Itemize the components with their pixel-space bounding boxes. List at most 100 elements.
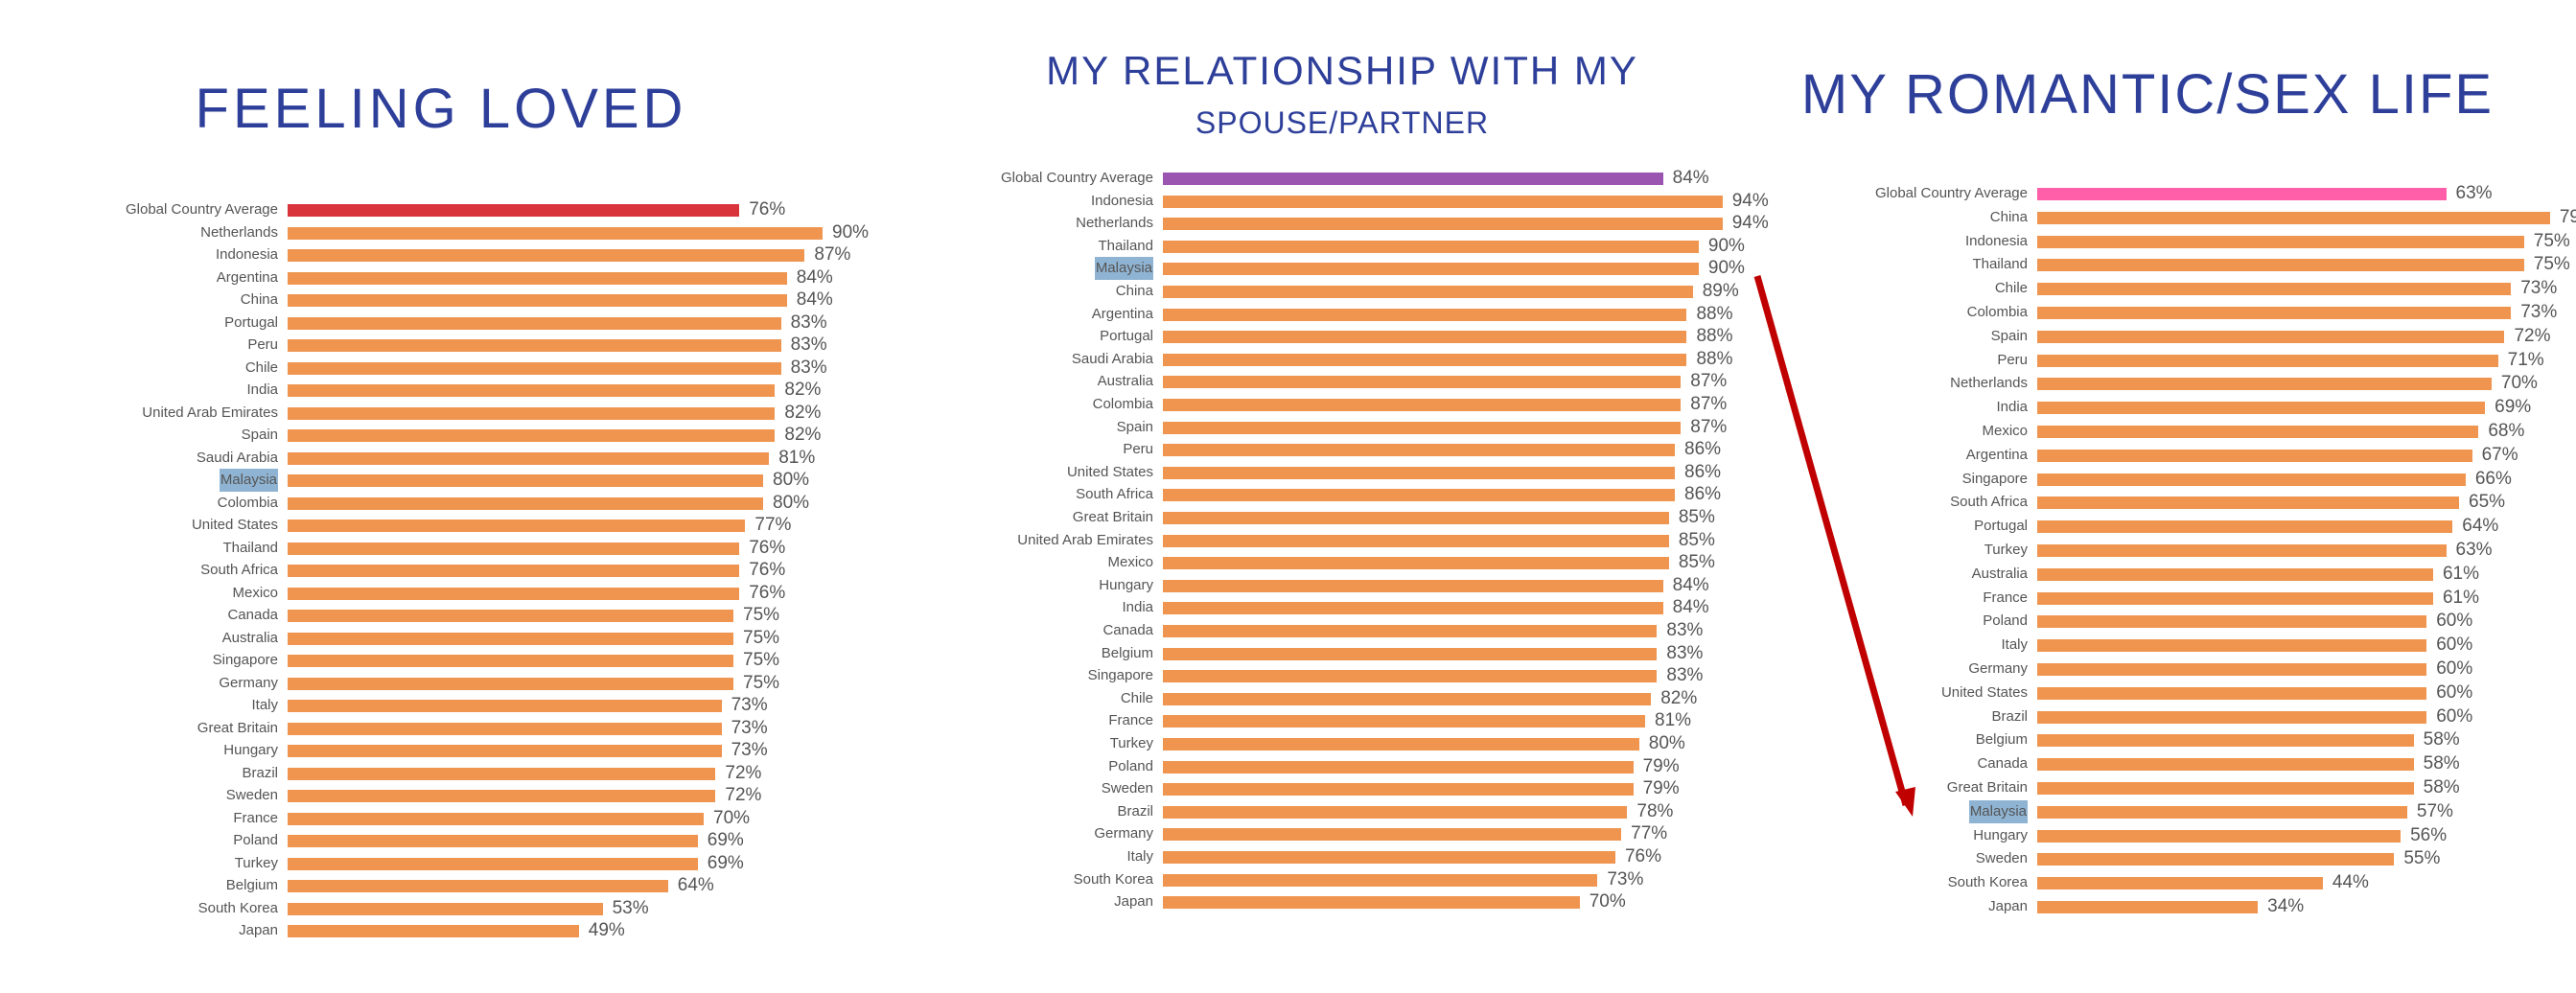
category-label: Italy bbox=[1126, 848, 1153, 865]
category-label: Belgium bbox=[225, 877, 278, 893]
chart-2-title: MY RELATIONSHIP WITH MY bbox=[1046, 48, 1638, 93]
bar-row: South Korea 73% bbox=[959, 868, 1845, 891]
value-label: 61% bbox=[2442, 587, 2479, 608]
bar bbox=[1163, 715, 1645, 728]
value-label: 84% bbox=[1672, 168, 1709, 188]
bar bbox=[288, 790, 716, 802]
category-label: Spain bbox=[1116, 418, 1153, 435]
category-label: Canada bbox=[1977, 755, 2028, 773]
category-label: Malaysia bbox=[1094, 257, 1153, 281]
value-label: 82% bbox=[784, 402, 822, 423]
category-label: Malaysia bbox=[1968, 799, 2028, 823]
value-label: 71% bbox=[2507, 349, 2544, 370]
bar bbox=[288, 587, 740, 600]
bar bbox=[288, 677, 733, 690]
bar bbox=[288, 655, 733, 667]
bar bbox=[1163, 783, 1634, 797]
category-label: India bbox=[1122, 599, 1153, 616]
bar bbox=[2037, 307, 2512, 319]
value-label: 60% bbox=[2436, 611, 2473, 632]
bar-row: Indonesia 87% bbox=[0, 243, 968, 266]
value-label: 84% bbox=[796, 289, 833, 310]
bar bbox=[2037, 283, 2512, 296]
bar-row: Chile 73% bbox=[1822, 277, 2576, 300]
value-label: 86% bbox=[1684, 439, 1722, 460]
category-label: Indonesia bbox=[215, 246, 278, 263]
value-label: 53% bbox=[612, 897, 649, 918]
category-label: India bbox=[246, 381, 278, 398]
bar-row: United States 86% bbox=[959, 461, 1845, 484]
value-label: 60% bbox=[2436, 681, 2473, 703]
bar-row: United States 60% bbox=[1822, 681, 2576, 704]
bar bbox=[2037, 877, 2323, 890]
category-label: India bbox=[1996, 399, 2028, 416]
category-label: Turkey bbox=[1984, 542, 2028, 558]
bar bbox=[288, 925, 579, 937]
bar bbox=[288, 294, 787, 307]
category-label: China bbox=[1989, 208, 2028, 225]
value-label: 76% bbox=[749, 560, 786, 580]
category-label: Argentina bbox=[1091, 305, 1153, 322]
category-label: China bbox=[240, 291, 278, 308]
bar bbox=[288, 384, 776, 397]
bar bbox=[2037, 710, 2427, 724]
category-label: Netherlands bbox=[200, 223, 278, 241]
bar-average bbox=[1163, 173, 1663, 185]
trend-arrow-line bbox=[1753, 275, 1910, 806]
bar-row: India 82% bbox=[0, 379, 968, 402]
bar-row: Indonesia 94% bbox=[959, 190, 1845, 213]
bar bbox=[288, 880, 668, 892]
bar bbox=[1163, 331, 1687, 344]
value-label: 55% bbox=[2403, 848, 2441, 869]
bar bbox=[2037, 639, 2427, 653]
bar-row: Global Country Average 63% bbox=[1822, 182, 2576, 205]
bar-row: Indonesia 75% bbox=[1822, 230, 2576, 253]
value-label: 44% bbox=[2332, 872, 2369, 893]
bar-row: China 89% bbox=[959, 280, 1845, 303]
bar-row: Peru 71% bbox=[1822, 349, 2576, 372]
value-label: 69% bbox=[2495, 397, 2532, 418]
category-label: France bbox=[233, 809, 278, 826]
bar-row: Saudi Arabia 88% bbox=[959, 348, 1845, 371]
bar bbox=[288, 700, 722, 712]
value-label: 90% bbox=[832, 221, 870, 242]
value-label: 84% bbox=[1672, 574, 1709, 595]
bar-row: Argentina 67% bbox=[1822, 444, 2576, 467]
bar bbox=[2037, 378, 2492, 391]
value-label: 72% bbox=[2514, 325, 2551, 346]
bar bbox=[1163, 851, 1615, 864]
value-label: 86% bbox=[1684, 484, 1722, 505]
category-label: Poland bbox=[1108, 757, 1153, 774]
category-label: Japan bbox=[1114, 893, 1153, 911]
category-label: Netherlands bbox=[1950, 375, 2028, 392]
category-label: Sweden bbox=[225, 787, 278, 803]
trend-arrow-head bbox=[1895, 787, 1915, 817]
category-label: Chile bbox=[1120, 689, 1153, 706]
value-label: 85% bbox=[1678, 507, 1715, 527]
bar bbox=[2037, 567, 2433, 581]
bar bbox=[2037, 829, 2402, 843]
value-label: 57% bbox=[2416, 800, 2453, 821]
value-label: 88% bbox=[1696, 303, 1733, 324]
bar-average bbox=[288, 204, 740, 217]
category-label: United States bbox=[191, 517, 278, 533]
value-label: 72% bbox=[725, 785, 762, 805]
category-label: Australia bbox=[1097, 373, 1153, 390]
category-label: Japan bbox=[1988, 898, 2028, 914]
bar-row: Argentina 88% bbox=[959, 303, 1845, 326]
bar-row: Netherlands 94% bbox=[959, 212, 1845, 235]
category-label: Mexico bbox=[1982, 423, 2028, 439]
bar-row: Hungary 73% bbox=[0, 739, 968, 762]
bar-row: Mexico 85% bbox=[959, 551, 1845, 574]
bar-row: Germany 75% bbox=[0, 672, 968, 695]
category-label: South Africa bbox=[1076, 486, 1153, 503]
bar bbox=[2037, 520, 2453, 534]
bar-row: Portugal 88% bbox=[959, 325, 1845, 348]
category-label: France bbox=[1108, 712, 1153, 729]
category-label: Peru bbox=[1123, 441, 1153, 458]
bar bbox=[288, 474, 763, 487]
bar-row: Thailand 90% bbox=[959, 235, 1845, 258]
bar-row: Spain 82% bbox=[0, 424, 968, 447]
value-label: 75% bbox=[743, 627, 780, 648]
bar bbox=[288, 429, 776, 442]
